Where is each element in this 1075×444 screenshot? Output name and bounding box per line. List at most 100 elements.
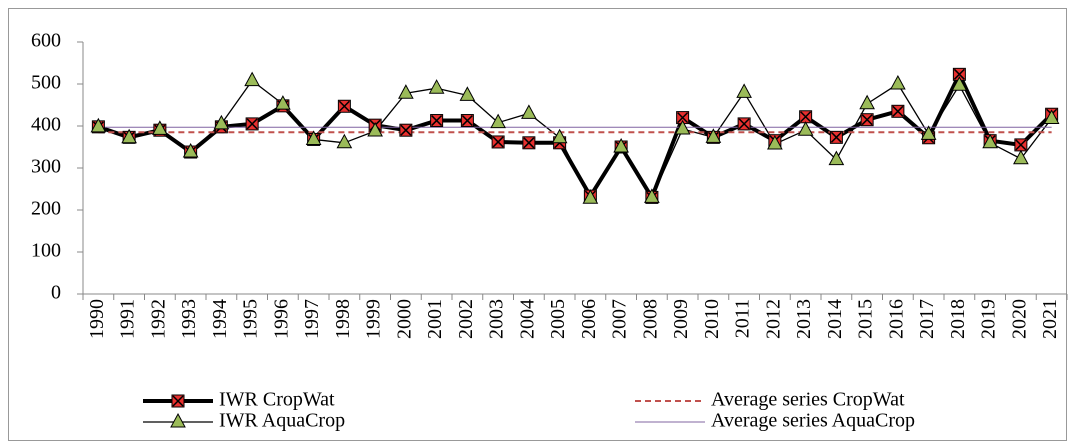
- marker-cross: [1015, 139, 1027, 151]
- x-tick-label: 2020: [1008, 299, 1030, 339]
- x-tick-label: 2005: [547, 299, 569, 339]
- x-tick-label: 2008: [639, 299, 661, 339]
- marker-cross: [953, 68, 965, 80]
- x-tick-label: 2004: [516, 299, 538, 339]
- y-tick-label: 400: [31, 114, 61, 136]
- legend-label: IWR AquaCrop: [219, 410, 345, 432]
- y-tick-label: 200: [31, 198, 61, 220]
- x-tick-label: 1998: [332, 299, 354, 339]
- x-tick-label: 2002: [455, 299, 477, 339]
- y-tick-label: 500: [31, 72, 61, 94]
- marker-cross: [400, 124, 412, 136]
- marker-cross: [246, 118, 258, 130]
- marker: [676, 111, 690, 125]
- marker: [767, 135, 783, 150]
- marker-cross: [677, 112, 689, 124]
- marker: [336, 133, 353, 149]
- y-tick-label: 600: [31, 30, 61, 52]
- x-tick-label: 1993: [178, 299, 200, 339]
- series-line: [97, 72, 1054, 200]
- marker: [951, 76, 968, 91]
- marker-cross: [338, 100, 350, 112]
- x-tick-label: 2013: [793, 299, 815, 339]
- marker: [799, 110, 813, 124]
- marker: [551, 128, 568, 144]
- y-tick-label: 0: [51, 282, 61, 304]
- x-tick-label: 2018: [947, 299, 969, 339]
- marker: [152, 120, 168, 135]
- x-tick-label: 1990: [86, 299, 108, 339]
- x-tick-label: 2012: [762, 299, 784, 339]
- marker: [890, 74, 906, 90]
- marker-cross: [830, 131, 842, 143]
- x-tick-label: 2010: [701, 299, 723, 339]
- marker: [1013, 149, 1029, 165]
- marker-cross: [492, 136, 504, 148]
- marker: [367, 121, 383, 137]
- marker: [398, 84, 414, 99]
- x-tick-label: 2000: [393, 299, 415, 339]
- marker: [828, 150, 845, 166]
- marker: [399, 123, 413, 137]
- marker: [920, 125, 937, 140]
- marker: [182, 142, 199, 158]
- marker: [428, 79, 445, 94]
- marker-cross: [800, 111, 812, 123]
- x-tick-label: 1996: [270, 299, 292, 339]
- marker-cross: [892, 105, 904, 117]
- marker-cross: [738, 118, 750, 130]
- x-tick-label: 1999: [363, 299, 385, 339]
- series-line: [98, 79, 1053, 199]
- marker: [582, 189, 599, 204]
- marker: [674, 119, 691, 135]
- marker: [982, 133, 998, 149]
- marker: [1043, 109, 1060, 124]
- x-tick-label: 1994: [209, 299, 231, 339]
- legend-label: IWR CropWat: [219, 389, 335, 411]
- x-tick-label: 2014: [824, 299, 846, 339]
- x-tick-label: 2007: [609, 299, 631, 339]
- marker: [170, 412, 186, 428]
- marker-cross: [461, 115, 473, 127]
- x-tick-label: 2003: [486, 299, 508, 339]
- marker: [491, 135, 505, 149]
- marker: [490, 113, 506, 129]
- marker: [171, 394, 185, 408]
- marker: [430, 114, 444, 128]
- marker-cross: [172, 395, 184, 407]
- marker: [460, 114, 474, 128]
- marker: [860, 113, 874, 127]
- marker: [829, 130, 843, 144]
- marker-cross: [523, 137, 535, 149]
- marker-cross: [431, 115, 443, 127]
- marker: [737, 117, 751, 131]
- x-tick-label: 2021: [1039, 299, 1061, 339]
- x-tick-label: 2017: [916, 299, 938, 339]
- marker: [459, 86, 476, 101]
- marker: [797, 121, 814, 136]
- marker: [337, 99, 351, 113]
- x-tick-label: 2011: [732, 299, 754, 338]
- marker: [644, 188, 660, 203]
- x-tick-label: 2006: [578, 299, 600, 339]
- marker: [891, 104, 905, 118]
- marker-cross: [861, 114, 873, 126]
- x-tick-label: 2015: [855, 299, 877, 339]
- x-tick-label: 2016: [885, 299, 907, 339]
- y-tick-label: 300: [31, 156, 61, 178]
- legend-label: Average series CropWat: [711, 389, 905, 411]
- marker: [90, 117, 107, 133]
- x-tick-label: 1997: [301, 299, 323, 339]
- marker: [244, 71, 260, 87]
- y-tick-label: 100: [31, 240, 61, 262]
- marker: [1014, 138, 1028, 152]
- chart-frame: [8, 8, 1067, 441]
- marker: [245, 117, 259, 131]
- marker: [705, 128, 722, 143]
- legend-label: Average series AquaCrop: [711, 410, 915, 432]
- marker: [121, 128, 137, 144]
- marker: [859, 94, 875, 110]
- marker: [521, 104, 537, 119]
- marker: [275, 95, 291, 110]
